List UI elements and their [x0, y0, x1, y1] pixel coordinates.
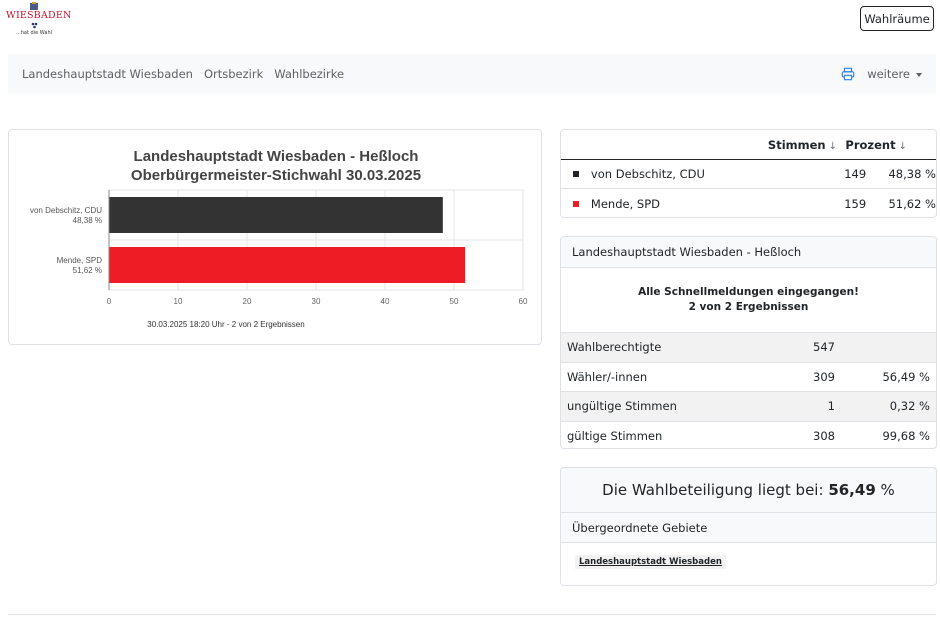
stat-row: ungültige Stimmen 1 0,32 % — [561, 391, 936, 421]
votes-header-label: Stimmen — [767, 137, 826, 152]
printer-icon[interactable] — [841, 67, 855, 81]
logo-tagline: ...hat die Wahl — [16, 30, 53, 36]
stat-value: 308 — [813, 428, 835, 443]
candidate-votes: 159 — [844, 196, 867, 211]
stat-row: Wähler/-innen 309 56,49 % — [561, 361, 936, 392]
parent-areas-title: Übergeordnete Gebiete — [561, 513, 936, 543]
nav-link-landeshauptstadt[interactable]: Landeshauptstadt Wiesbaden — [22, 67, 193, 81]
nav-link-wahlbezirke[interactable]: Wahlbezirke — [274, 67, 345, 81]
more-dropdown[interactable]: weitere — [867, 67, 922, 81]
stat-label: gültige Stimmen — [567, 428, 663, 443]
stat-percent: 56,49 % — [882, 369, 930, 384]
stat-percent: 99,68 % — [882, 428, 930, 443]
stat-value: 547 — [813, 340, 835, 355]
chart-subtitle: Oberbürgermeister-Stichwahl 30.03.2025 — [131, 167, 421, 184]
stat-percent: 0,32 % — [889, 399, 930, 414]
party-color-square — [572, 200, 579, 207]
wiesbaden-logo[interactable]: WIESBADEN ...hat die Wahl — [6, 2, 71, 38]
results-table: Stimmen ↓ Prozent ↓ von Debschitz, CDU 149… — [560, 129, 937, 218]
candidate-votes: 149 — [844, 167, 867, 181]
footer-divider — [8, 614, 936, 615]
category-label: Mende, SPD — [57, 256, 103, 265]
nav-link-ortsbezirk[interactable]: Ortsbezirk — [203, 67, 264, 81]
chart-caption: 30.03.2025 18:20 Uhr - 2 von 2 Ergebniss… — [147, 320, 304, 329]
candidate-name: von Debschitz, CDU — [590, 167, 705, 181]
parent-areas-card: Übergeordnete Gebiete Landeshauptstadt W… — [560, 513, 937, 586]
candidate-name: Mende, SPD — [590, 196, 660, 211]
votes-column-header[interactable]: Stimmen ↓ — [561, 138, 837, 152]
logo-text: WIESBADEN — [6, 10, 72, 21]
x-tick-label: 50 — [450, 297, 459, 306]
x-tick-label: 30 — [312, 297, 321, 306]
stat-row: gültige Stimmen 308 99,68 % — [561, 420, 936, 449]
x-tick-label: 0 — [107, 297, 112, 306]
bar — [109, 247, 466, 283]
parent-area-link[interactable]: Landeshauptstadt Wiesbaden — [575, 555, 726, 569]
x-tick-label: 10 — [174, 297, 183, 306]
stat-label: Wähler/-innen — [567, 369, 648, 384]
stat-value: 309 — [813, 369, 835, 384]
stat-label: Wahlberechtigte — [567, 340, 662, 355]
x-tick-label: 60 — [519, 297, 528, 306]
lilies-icon — [31, 22, 38, 29]
turnout-value: 56,49 — [828, 481, 876, 499]
category-percent-label: 48,38 % — [73, 216, 102, 225]
chart-title: Landeshauptstadt Wiesbaden - Heßloch — [134, 148, 419, 165]
sort-arrow-icon: ↓ — [898, 140, 907, 152]
table-row: Mende, SPD 159 51,62 % — [561, 189, 936, 217]
x-tick-label: 20 — [243, 297, 252, 306]
results-header: Stimmen ↓ Prozent ↓ — [561, 130, 936, 160]
party-color-square — [572, 171, 579, 177]
status-line-2: 2 von 2 Ergebnissen — [688, 301, 809, 313]
turnout-prefix: Die Wahlbeteiligung liegt bei: — [602, 481, 824, 499]
candidate-percent: 51,62 % — [888, 196, 936, 211]
turnout-banner: Die Wahlbeteiligung liegt bei: 56,49 % — [560, 467, 937, 513]
bar-chart: Landeshauptstadt Wiesbaden - Heßloch Ober… — [30, 148, 528, 329]
status-message: Alle Schnellmeldungen eingegangen! 2 von… — [561, 268, 936, 332]
info-card: Landeshauptstadt Wiesbaden - Heßloch All… — [560, 236, 937, 449]
more-label: weitere — [867, 67, 910, 81]
status-line-1: Alle Schnellmeldungen eingegangen! — [638, 286, 859, 298]
x-tick-label: 40 — [381, 297, 390, 306]
stat-label: ungültige Stimmen — [567, 399, 677, 414]
table-row: von Debschitz, CDU 149 48,38 % — [561, 160, 936, 189]
percent-column-header[interactable]: Prozent ↓ — [837, 138, 907, 152]
category-label: von Debschitz, CDU — [30, 206, 102, 215]
navbar: Landeshauptstadt Wiesbaden Ortsbezirk Wa… — [8, 54, 936, 94]
category-percent-label: 51,62 % — [73, 266, 102, 275]
wahlraeume-button[interactable]: Wahlräume — [860, 6, 934, 31]
info-title: Landeshauptstadt Wiesbaden - Heßloch — [561, 237, 936, 268]
crest-icon — [30, 2, 38, 10]
chart-card: Landeshauptstadt Wiesbaden - Heßloch Ober… — [8, 129, 542, 345]
stat-value: 1 — [827, 399, 835, 414]
turnout-suffix: % — [880, 481, 895, 499]
sort-arrow-icon: ↓ — [828, 140, 837, 152]
candidate-percent: 48,38 % — [888, 167, 936, 181]
stat-row: Wahlberechtigte 547 — [561, 332, 936, 362]
bar — [109, 197, 443, 233]
percent-header-label: Prozent — [845, 137, 896, 152]
caret-down-icon — [916, 72, 922, 77]
